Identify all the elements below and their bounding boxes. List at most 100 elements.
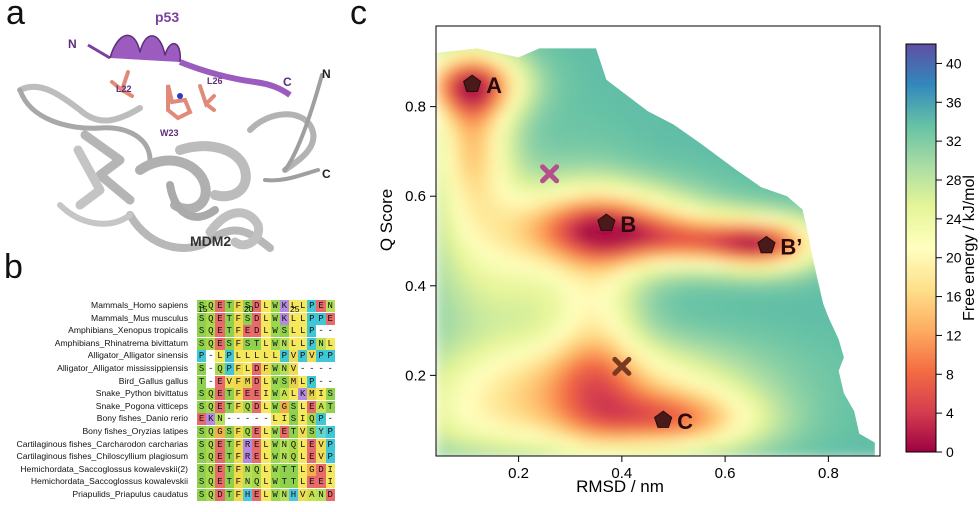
residue-cell: S <box>288 413 299 426</box>
residue-cell: E <box>215 300 225 312</box>
sequence-alignment: Mammals_Homo sapiens S Q E T F S D L W K L L P E N Mamma… <box>0 290 335 512</box>
residue-cell: T <box>224 312 234 325</box>
state-label: B’ <box>780 234 802 259</box>
residue-cell: Q <box>206 388 216 401</box>
residue-cell: M <box>242 375 253 388</box>
residue-cell: T <box>224 388 234 401</box>
free-energy-landscape-chart: A B B’ C 0.2 0.4 0.6 0.8 0.2 0.4 0.6 0.8 RMSD / nm… <box>377 25 978 496</box>
residue-cell: P <box>307 337 317 350</box>
residue-cell: L <box>298 400 308 413</box>
residue-cell: M <box>307 388 317 401</box>
residue-cell: S <box>197 400 207 413</box>
residue-cell: F <box>233 300 243 312</box>
residue-cell: E <box>252 451 262 464</box>
residue-cell: L <box>288 300 299 312</box>
residue-cell: I <box>261 388 271 401</box>
residue-cell: E <box>215 325 225 338</box>
residue-cell: A <box>307 489 317 501</box>
residue-cell: S <box>242 300 253 312</box>
residue-cell: S <box>197 337 207 350</box>
residue-cell: P <box>325 438 335 451</box>
colorbar <box>905 43 937 453</box>
residue-cell: L <box>288 337 299 350</box>
plot-frame <box>435 25 881 457</box>
residue-cell: G <box>215 426 225 438</box>
species-label: Amphibians_Rhinatrema bivittatum <box>54 337 188 348</box>
residue-cell: P <box>298 350 308 363</box>
species-label: Hemichordata_Saccoglossus kowalevskii(2) <box>20 463 188 474</box>
residue-cell: I <box>298 413 308 426</box>
residue-cell: N <box>316 337 326 350</box>
residue-cell: V <box>298 426 308 438</box>
residue-cell: P <box>307 312 317 325</box>
residue-cell: L <box>270 413 280 426</box>
residue-cell: E <box>215 337 225 350</box>
mdm2-n-terminus: N <box>322 67 331 81</box>
species-label: Priapulids_Priapulus caudatus <box>72 489 188 499</box>
residue-cell: Q <box>206 337 216 350</box>
residue-cell: E <box>252 489 262 501</box>
residue-cell: L <box>261 463 271 476</box>
residue-cell: L <box>261 451 271 464</box>
residue-cell: L <box>298 312 308 325</box>
residue-cell: Q <box>206 325 216 338</box>
residue-cell: Q <box>252 476 262 489</box>
residue-cell: N <box>325 300 335 312</box>
residue-cell: T <box>224 463 234 476</box>
species-label: Mammals_Homo sapiens <box>91 300 188 310</box>
residue-cell: E <box>252 438 262 451</box>
residue-cell: L <box>288 325 299 338</box>
residue-cell: Q <box>206 438 216 451</box>
residue-cell: L <box>288 388 299 401</box>
residue-cell: W <box>270 400 280 413</box>
species-label: Bony fishes_Danio rerio <box>96 413 188 424</box>
residue-cell: P <box>307 375 317 388</box>
residue-cell: D <box>252 325 262 338</box>
species-label: Snake_Python bivittatus <box>95 388 188 399</box>
residue-cell: W <box>270 337 280 350</box>
residue-cell: W <box>270 463 280 476</box>
state-marker <box>463 74 482 92</box>
cross-marker <box>612 356 632 376</box>
y-tick-label: 0.6 <box>405 188 426 205</box>
residue-cell: D <box>252 312 262 325</box>
residue-label-w23: W23 <box>160 128 179 138</box>
residue-cell: W <box>270 375 280 388</box>
residue-cell: N <box>279 438 289 451</box>
y-tick-label: 0.8 <box>405 99 426 116</box>
residue-cell: F <box>233 451 243 464</box>
residue-cell: - <box>242 413 253 426</box>
residue-cell: T <box>288 476 299 489</box>
residue-cell: F <box>233 363 243 375</box>
residue-cell: E <box>215 400 225 413</box>
residue-cell: L <box>261 337 271 350</box>
residue-cell: L <box>261 300 271 312</box>
x-tick-label: 0.4 <box>611 465 632 482</box>
residue-cell: S <box>197 312 207 325</box>
residue-cell: F <box>233 489 243 501</box>
residue-cell: L <box>298 375 308 388</box>
colorbar-tick-label: 36 <box>946 94 962 110</box>
residue-cell: Q <box>288 451 299 464</box>
residue-cell: S <box>197 388 207 401</box>
colorbar-tick-label: 8 <box>946 366 954 382</box>
y-tick-label: 0.4 <box>405 278 426 295</box>
residue-cell: S <box>325 388 335 401</box>
residue-cell: P <box>325 426 335 438</box>
residue-cell: S <box>197 363 207 375</box>
panel-label-a: a <box>6 0 25 32</box>
residue-cell: F <box>233 325 243 338</box>
residue-cell: - <box>224 413 234 426</box>
position-label-25: 25 <box>290 304 300 314</box>
residue-cell: I <box>325 463 335 476</box>
state-label: A <box>486 73 502 98</box>
residue-cell: L <box>261 375 271 388</box>
residue-cell: L <box>298 451 308 464</box>
species-label: Mammals_Mus musculus <box>91 312 188 323</box>
species-label: Cartilaginous fishes_Chiloscyllium plagi… <box>16 451 188 462</box>
